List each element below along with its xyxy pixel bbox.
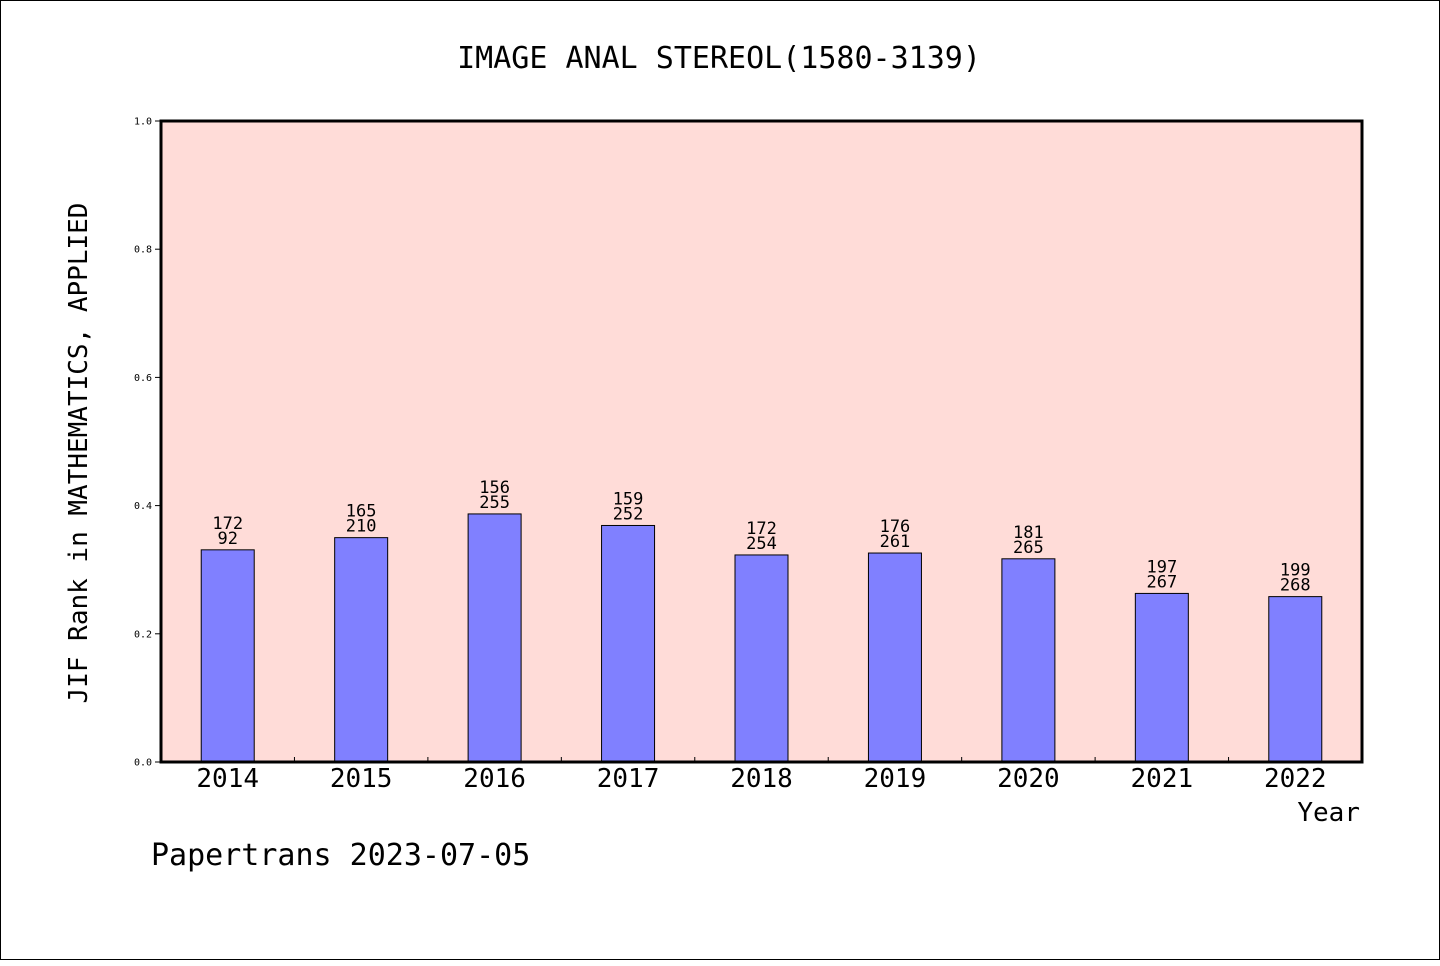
bar <box>1134 592 1189 763</box>
footer-text: Papertrans 2023-07-05 <box>151 838 530 873</box>
bar <box>734 554 789 763</box>
x-tick-label: 2016 <box>463 764 526 794</box>
bar-label-top: 165 <box>346 502 377 522</box>
bar <box>1001 558 1056 763</box>
y-tick-label: 0.2 <box>134 629 152 640</box>
bar-label-bottom: 268 <box>1280 576 1311 596</box>
x-tick-label: 2020 <box>997 764 1060 794</box>
bars <box>200 513 1323 763</box>
bar-label-top: 176 <box>880 517 911 537</box>
bar-label-top: 172 <box>212 514 243 534</box>
x-tick-label: 2021 <box>1131 764 1194 794</box>
x-axis: 2014 2015 2016 2017 2018 2019 2020 2021 2022 <box>196 757 1327 794</box>
bar-label-bottom: 252 <box>613 504 644 524</box>
bar <box>334 537 389 763</box>
y-axis-label: JIF Rank in MATHEMATICS, APPLIED <box>64 203 94 704</box>
x-tick-label: 2017 <box>597 764 660 794</box>
x-axis-label: Year <box>1297 798 1360 828</box>
bar <box>601 524 656 763</box>
bar-label-bottom: 267 <box>1146 572 1177 592</box>
bar <box>867 552 922 763</box>
bar <box>200 549 255 763</box>
bar-label-top: 156 <box>479 478 510 498</box>
bar-label-bottom: 254 <box>746 534 777 554</box>
bar-label-bottom: 255 <box>479 493 510 513</box>
y-axis: 0.0 0.2 0.4 0.6 0.8 1.0 <box>134 117 161 769</box>
x-tick-label: 2018 <box>730 764 793 794</box>
y-tick-label: 0.8 <box>134 245 152 256</box>
x-tick-label: 2014 <box>196 764 259 794</box>
x-tick-label: 2019 <box>864 764 927 794</box>
y-tick-label: 0.0 <box>134 758 152 769</box>
bar-label-top: 197 <box>1146 557 1177 577</box>
bar-label-bottom: 92 <box>217 529 237 549</box>
bar-label-bottom: 261 <box>880 532 911 552</box>
bar-label-top: 172 <box>746 519 777 539</box>
y-tick-label: 0.6 <box>134 373 152 384</box>
x-tick-label: 2015 <box>330 764 393 794</box>
chart-title: IMAGE ANAL STEREOL(1580-3139) <box>457 41 981 76</box>
bar <box>1268 596 1323 763</box>
y-tick-label: 1.0 <box>134 117 152 128</box>
bar-label-bottom: 210 <box>346 517 377 537</box>
bar-label-top: 181 <box>1013 523 1044 543</box>
bar <box>467 513 522 763</box>
y-tick-label: 0.4 <box>134 501 152 512</box>
bar-label-top: 159 <box>613 489 644 509</box>
plot-border <box>159 119 1364 764</box>
x-tick-label: 2022 <box>1264 764 1327 794</box>
bar-label-bottom: 265 <box>1013 538 1044 558</box>
bar-label-top: 199 <box>1280 561 1311 581</box>
